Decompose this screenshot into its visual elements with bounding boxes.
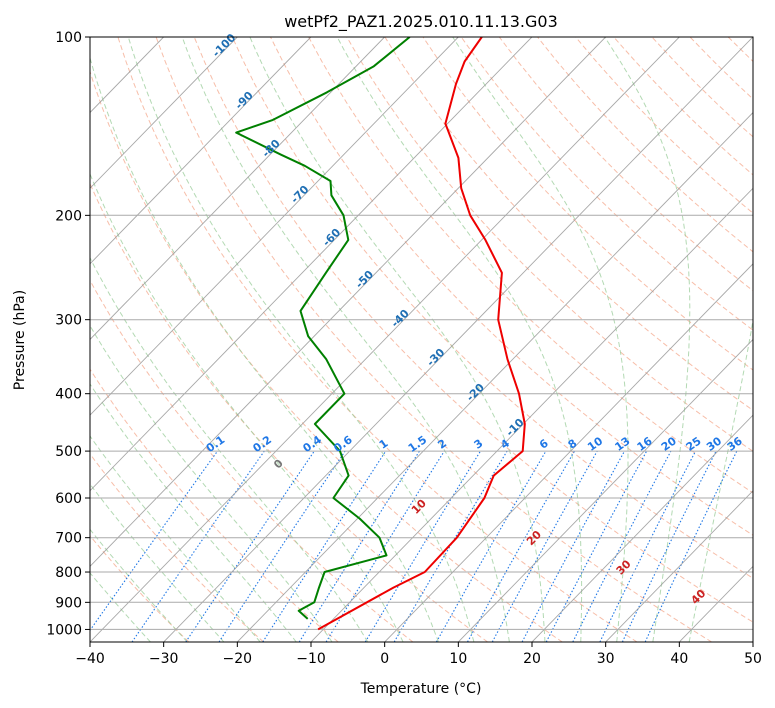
x-tick-label: 10	[449, 651, 467, 667]
moist-adiabat	[90, 383, 297, 642]
background-lines	[90, 37, 753, 642]
mixing-ratio-line	[325, 450, 445, 642]
x-tick-label: 40	[670, 651, 688, 667]
isotherm	[531, 414, 753, 642]
dry-adiabat	[90, 279, 414, 642]
mixing-ratio-line	[298, 450, 420, 642]
dry-adiabat	[308, 37, 753, 494]
dewpoint-profile	[235, 37, 411, 620]
mixing-ratio-line	[364, 450, 481, 642]
moist-adiabat	[181, 37, 510, 642]
mixing-ratio-line	[521, 450, 625, 642]
dry-adiabat	[384, 37, 753, 411]
moist-adiabat	[90, 435, 261, 642]
dry-adiabat	[498, 37, 753, 292]
x-tick-label: −20	[223, 651, 253, 667]
y-tick-label: 300	[55, 313, 82, 329]
dry-adiabat	[117, 37, 638, 642]
isotherm	[384, 263, 753, 642]
isotherm	[605, 490, 753, 642]
mixing-ratio-line	[90, 450, 218, 632]
y-tick-label: 100	[55, 30, 82, 46]
moist-adiabat	[90, 483, 225, 642]
x-tick-label: 30	[597, 651, 615, 667]
dry-adiabat	[270, 37, 753, 536]
moist-adiabat	[90, 256, 369, 642]
dry-adiabat	[422, 37, 753, 371]
isotherm	[90, 37, 312, 265]
profiles	[235, 37, 526, 631]
x-tick-label: 20	[523, 651, 541, 667]
x-tick-label: 50	[744, 651, 762, 667]
mixing-ratio-line	[185, 450, 315, 642]
mixing-ratio-line	[572, 450, 672, 642]
x-tick-label: −40	[75, 651, 105, 667]
dry-adiabat	[155, 37, 712, 642]
x-tick-label: −30	[149, 651, 179, 667]
y-tick-label: 900	[55, 595, 82, 611]
isotherm	[90, 37, 680, 642]
y-tick-label: 1000	[46, 622, 82, 638]
isotherm	[90, 37, 385, 341]
y-tick-label: 200	[55, 208, 82, 224]
moist-adiabat	[90, 56, 439, 642]
isotherm	[310, 187, 753, 642]
mixing-ratio-line	[218, 450, 346, 642]
mixing-ratio-line	[262, 450, 387, 642]
x-axis-title: Temperature (°C)	[360, 681, 482, 697]
moist-adiabat	[249, 37, 546, 642]
dry-adiabat	[90, 69, 563, 642]
y-tick-label: 500	[55, 444, 82, 460]
mixing-ratio-line	[644, 450, 738, 642]
temperature-profile	[317, 37, 526, 631]
y-axis: 100 200 300 400 500 600 700 800 900 1000	[46, 30, 90, 638]
moist-adiabat	[90, 172, 404, 642]
x-tick-label: −10	[296, 651, 326, 667]
y-tick-label: 800	[55, 565, 82, 581]
x-axis: −40 −30 −20 −10 0 10 20 30 40 50	[75, 642, 762, 667]
mixing-ratio-line	[467, 450, 575, 642]
plot-frame	[89, 36, 754, 643]
moist-adiabat	[90, 572, 151, 642]
y-tick-label: 700	[55, 531, 82, 547]
isotherm	[90, 37, 238, 189]
dry-adiabat	[90, 182, 488, 642]
mixing-ratio-line	[545, 450, 648, 642]
x-tick-label: 0	[380, 651, 389, 667]
moist-adiabat	[604, 37, 691, 642]
moist-adiabat	[90, 324, 333, 642]
isotherm	[90, 37, 533, 492]
moist-adiabat	[127, 37, 475, 642]
mixing-ratio-line	[599, 450, 697, 642]
isotherm	[163, 37, 753, 642]
isotherm	[90, 37, 459, 416]
dry-adiabat	[231, 37, 753, 579]
chart-title: wetPf2_PAZ1.2025.010.11.13.G03	[284, 12, 558, 32]
y-axis-title: Pressure (hPa)	[12, 290, 28, 390]
y-tick-label: 400	[55, 387, 82, 403]
dry-adiabat	[193, 37, 753, 623]
y-tick-label: 600	[55, 491, 82, 507]
moist-adiabat	[688, 317, 753, 642]
isotherm	[236, 111, 753, 642]
moist-adiabat	[90, 528, 188, 642]
dry-adiabat	[90, 534, 190, 642]
